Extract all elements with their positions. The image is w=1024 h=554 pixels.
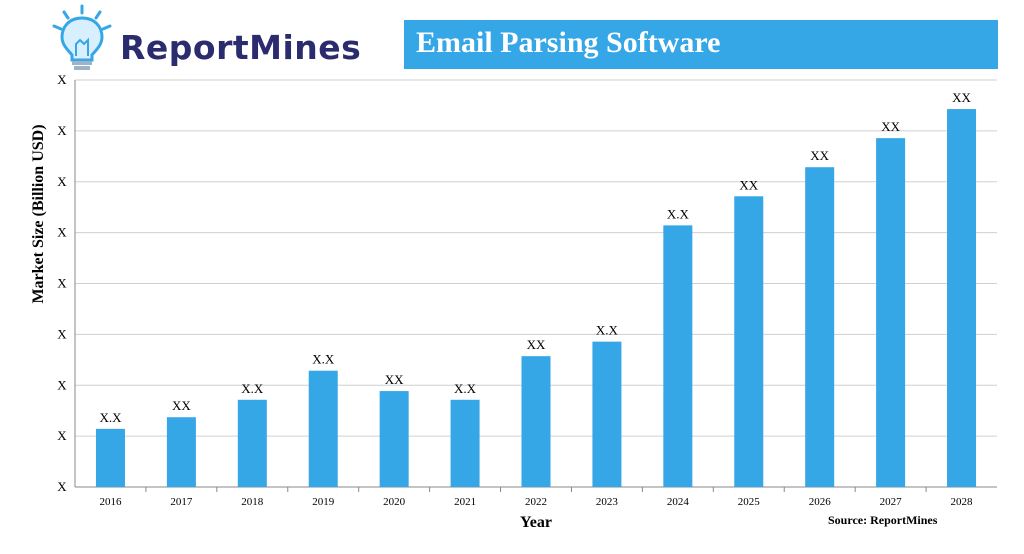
data-label: X.X <box>596 323 619 338</box>
x-tick-label: 2016 <box>99 496 122 508</box>
bar <box>450 399 480 487</box>
x-tick-label: 2028 <box>951 496 974 508</box>
brand-logo: ReportMines <box>50 4 390 74</box>
bar <box>308 370 338 487</box>
bar <box>95 428 125 487</box>
source-label: Source: ReportMines <box>828 513 938 527</box>
data-label: X.X <box>312 352 335 367</box>
bar <box>947 109 977 488</box>
x-tick-label: 2017 <box>170 496 193 508</box>
bar <box>876 138 906 487</box>
x-tick-label: 2021 <box>454 496 476 508</box>
x-tick-label: 2023 <box>596 496 619 508</box>
bar <box>805 167 835 487</box>
bar <box>379 391 409 487</box>
y-tick-label: X <box>57 276 67 291</box>
data-label: XX <box>739 177 758 192</box>
data-label: X.X <box>241 381 264 396</box>
x-tick-label: 2019 <box>312 496 335 508</box>
bar <box>663 225 693 487</box>
bar <box>521 356 551 487</box>
x-tick-label: 2026 <box>809 496 832 508</box>
x-tick-label: 2027 <box>880 496 903 508</box>
x-tick-label: 2024 <box>667 496 690 508</box>
x-tick-label: 2020 <box>383 496 406 508</box>
x-tick-label: 2025 <box>738 496 761 508</box>
data-label: XX <box>385 372 404 387</box>
x-axis-title: Year <box>520 514 552 531</box>
lightbulb-icon <box>52 4 112 70</box>
data-label: XX <box>527 337 546 352</box>
x-tick-label: 2018 <box>241 496 264 508</box>
bar <box>734 196 764 488</box>
title-banner: Email Parsing Software <box>404 20 998 69</box>
chart-title: Email Parsing Software <box>416 26 721 59</box>
brand-name: ReportMines <box>120 28 362 67</box>
bar <box>237 399 267 487</box>
bar <box>166 417 196 487</box>
data-label: X.X <box>667 206 690 221</box>
y-tick-label: X <box>57 479 67 494</box>
y-axis-title: Market Size (Billion USD) <box>30 124 47 303</box>
data-label: XX <box>952 90 971 105</box>
data-label: X.X <box>454 381 477 396</box>
y-tick-label: X <box>57 174 67 189</box>
data-label: X.X <box>99 410 122 425</box>
y-tick-label: X <box>57 428 67 443</box>
y-tick-label: X <box>57 72 67 87</box>
y-tick-label: X <box>57 377 67 392</box>
bar <box>592 341 622 487</box>
data-label: XX <box>881 119 900 134</box>
y-tick-label: X <box>57 123 67 138</box>
data-label: XX <box>810 148 829 163</box>
data-label: XX <box>172 398 191 413</box>
y-tick-label: X <box>57 225 67 240</box>
y-tick-label: X <box>57 326 67 341</box>
x-tick-label: 2022 <box>525 496 547 508</box>
